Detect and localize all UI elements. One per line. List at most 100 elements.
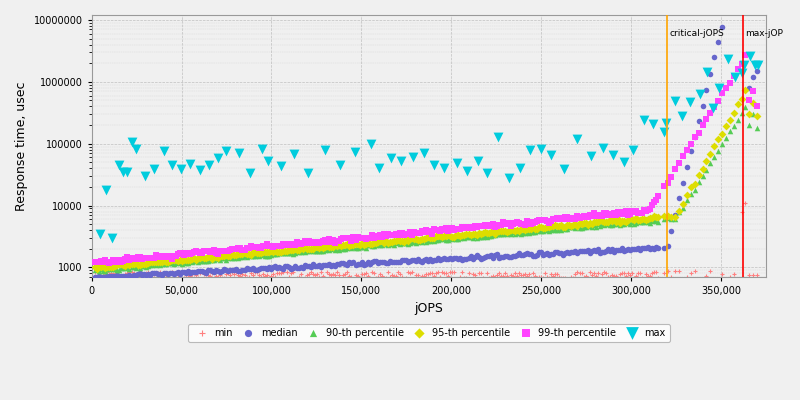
99-th percentile [125,255,138,261]
95-th percentile [171,258,184,264]
median [559,250,572,256]
min [490,272,503,278]
95-th percentile [598,218,610,225]
min [573,270,586,276]
median [452,256,465,262]
min [428,273,441,279]
99-th percentile [498,221,511,227]
median [333,261,346,267]
median [432,255,445,262]
95-th percentile [293,247,306,253]
median [290,265,303,272]
95-th percentile [386,238,398,245]
90-th percentile [586,224,598,230]
median [246,264,259,271]
90-th percentile [90,266,103,273]
95-th percentile [599,219,612,225]
90-th percentile [462,234,475,240]
90-th percentile [314,248,327,254]
95-th percentile [370,240,382,246]
median [719,8,732,14]
95-th percentile [646,215,658,222]
median [599,248,612,254]
min [268,274,281,280]
90-th percentile [244,252,257,259]
99-th percentile [539,217,552,223]
95-th percentile [260,249,273,255]
95-th percentile [387,238,400,244]
median [569,247,582,254]
min [478,276,491,282]
max [427,162,440,168]
95-th percentile [335,243,348,250]
99-th percentile [529,219,542,226]
90-th percentile [345,244,358,251]
95-th percentile [586,221,598,227]
95-th percentile [115,261,128,267]
median [606,246,618,252]
95-th percentile [577,220,590,226]
95-th percentile [232,250,245,257]
median [468,254,481,260]
median [133,270,146,277]
max [364,141,377,147]
99-th percentile [525,221,538,227]
99-th percentile [486,221,499,227]
min [331,269,344,275]
median [281,263,294,270]
max [385,155,398,161]
min [256,270,269,277]
90-th percentile [484,232,497,239]
95-th percentile [208,254,221,260]
95-th percentile [200,255,213,261]
90-th percentile [375,242,388,248]
min [142,268,154,275]
min [598,269,610,275]
median [708,54,721,60]
95-th percentile [480,230,493,236]
99-th percentile [345,238,358,244]
95-th percentile [606,217,618,224]
90-th percentile [390,240,402,246]
min [293,274,306,280]
90-th percentile [557,224,570,230]
95-th percentile [501,228,514,235]
99-th percentile [454,226,467,233]
min [188,275,201,281]
99-th percentile [583,212,596,218]
median [325,262,338,269]
90-th percentile [150,261,162,268]
min [611,276,624,282]
90-th percentile [256,251,269,257]
95-th percentile [379,238,392,244]
90-th percentile [610,221,622,228]
95-th percentile [184,256,197,263]
90-th percentile [474,234,487,240]
99-th percentile [250,243,263,250]
95-th percentile [198,254,210,261]
90-th percentile [198,258,210,264]
95-th percentile [723,117,736,123]
99-th percentile [446,225,458,232]
99-th percentile [681,147,694,153]
90-th percentile [440,237,453,244]
min [474,270,487,276]
90-th percentile [188,258,201,264]
95-th percentile [673,208,686,214]
99-th percentile [285,241,298,248]
min [178,274,190,281]
90-th percentile [254,252,267,258]
min [232,272,245,278]
median [563,250,576,257]
99-th percentile [472,223,485,229]
min [321,268,334,275]
median [188,268,201,275]
90-th percentile [424,238,437,244]
95-th percentile [228,252,241,258]
95-th percentile [466,231,479,238]
min [422,271,434,277]
95-th percentile [220,252,233,258]
min [302,270,315,277]
max [194,167,206,173]
95-th percentile [412,237,425,243]
